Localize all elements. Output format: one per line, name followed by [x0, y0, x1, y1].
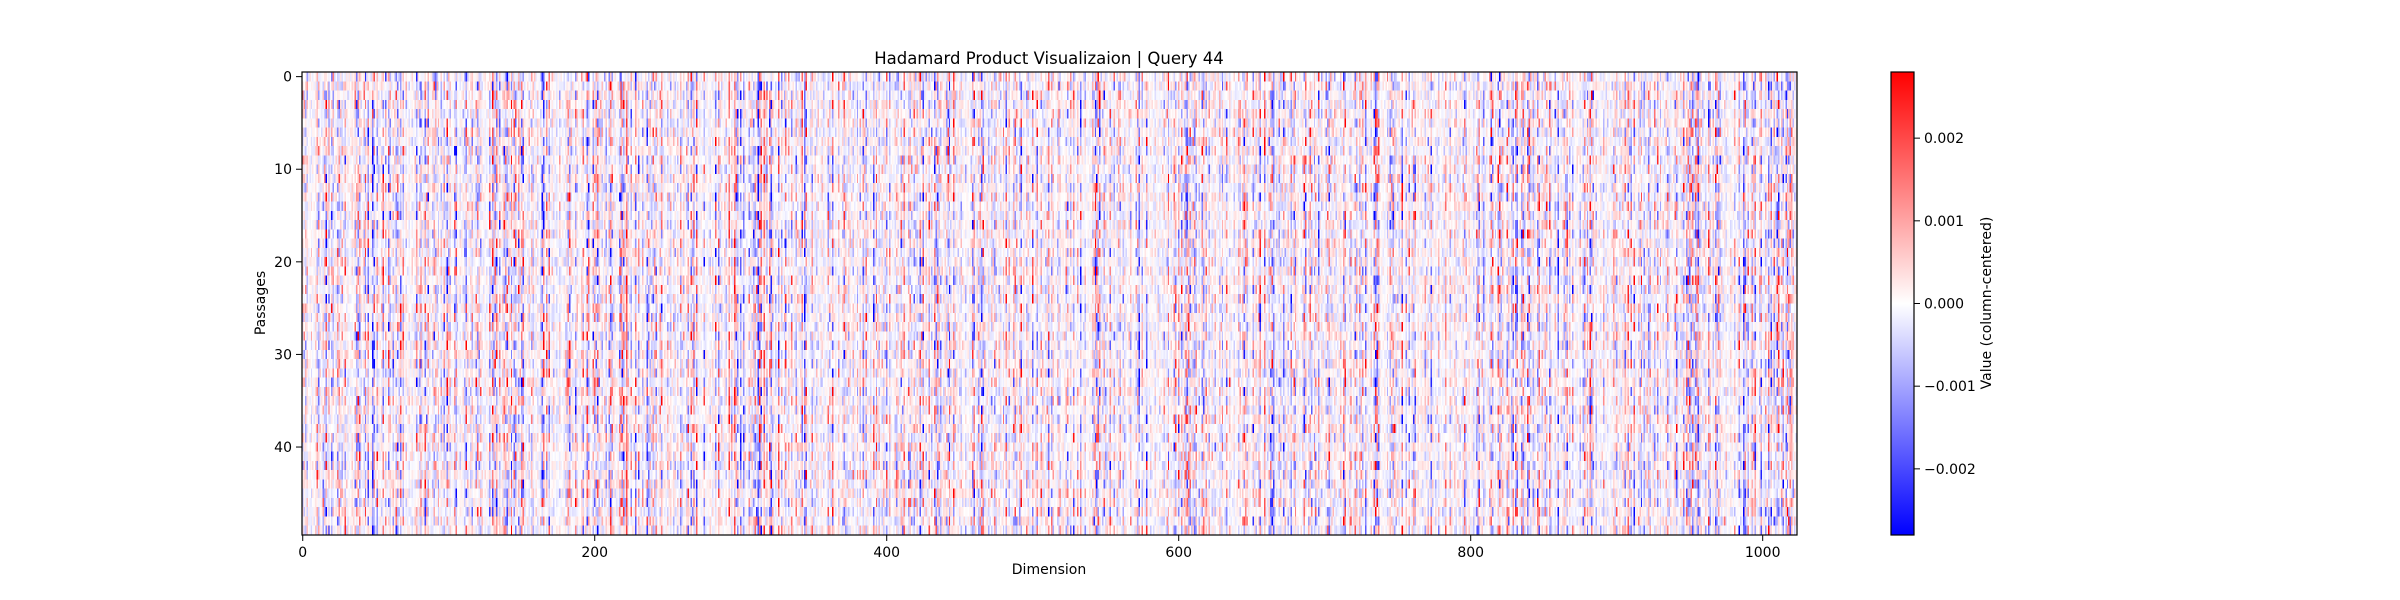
colorbar-tick-label: 0.001 — [1924, 214, 1964, 230]
x-tick-label: 200 — [581, 545, 608, 561]
x-tick-label: 400 — [873, 545, 900, 561]
x-tick-label: 1000 — [1745, 545, 1781, 561]
chart-title: Hadamard Product Visualizaion | Query 44 — [874, 49, 1224, 68]
plot-frame — [301, 71, 1798, 536]
y-tick-label: 0 — [283, 70, 292, 86]
y-tick-label: 10 — [274, 162, 292, 178]
colorbar-tick-label: −0.001 — [1924, 379, 1976, 395]
heatmap-cells — [302, 72, 1797, 535]
y-tick-label: 20 — [274, 255, 292, 271]
colorbar-tick-label: 0.002 — [1924, 131, 1964, 147]
y-axis-ticks: 0 10 20 30 40 — [274, 70, 302, 456]
colorbar-label: Value (column-centered) — [1979, 217, 1995, 390]
x-tick-label: 800 — [1457, 545, 1484, 561]
heatmap — [302, 72, 1797, 535]
y-tick-label: 30 — [274, 347, 292, 363]
y-axis-label: Passages — [253, 271, 269, 335]
x-axis-label: Dimension — [1012, 562, 1086, 578]
colorbar-tick-label: 0.000 — [1924, 297, 1964, 313]
x-axis-ticks: 0 200 400 600 800 1000 — [298, 535, 1781, 561]
y-tick-label: 40 — [274, 440, 292, 456]
colorbar-tick-label: −0.002 — [1924, 462, 1976, 478]
colorbar-ticks: −0.002 −0.001 0.000 0.001 0.002 — [1914, 131, 1976, 478]
x-tick-label: 600 — [1165, 545, 1192, 561]
x-tick-label: 0 — [298, 545, 307, 561]
colorbar — [1890, 71, 1915, 536]
